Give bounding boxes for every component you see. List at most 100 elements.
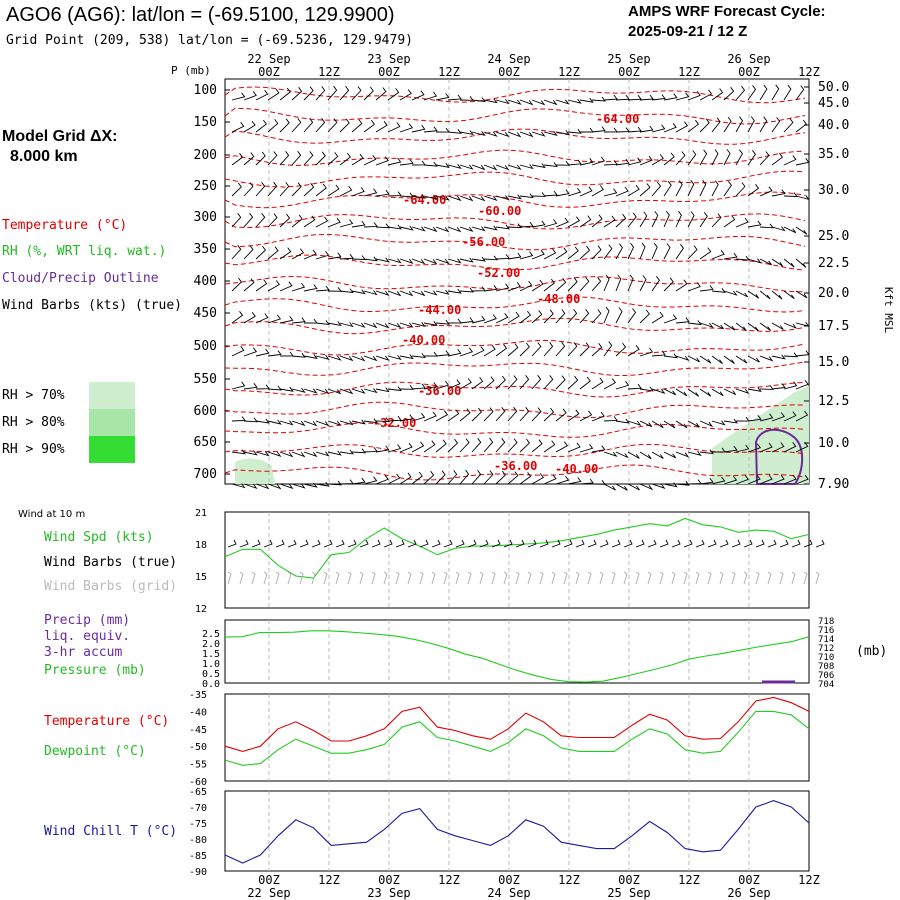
wind-barb	[687, 91, 701, 101]
top-time-label: 12Z	[318, 65, 340, 79]
wind-barb	[603, 483, 616, 491]
wind10-true-barb	[599, 539, 609, 548]
wind10-true-barb	[503, 539, 513, 548]
wind-barb	[363, 476, 378, 485]
wind-barb	[567, 442, 581, 453]
wind-barb	[495, 195, 510, 201]
wind-barb	[363, 447, 378, 453]
wind-barb	[579, 158, 594, 166]
wind-barb	[471, 470, 482, 485]
wind-barb	[651, 181, 662, 197]
wind-barb	[747, 258, 762, 264]
wind-barb	[759, 413, 774, 422]
wind-barb	[603, 94, 618, 101]
wind-barb	[375, 475, 389, 485]
wind-barb	[699, 212, 708, 228]
wind-barb	[315, 320, 330, 325]
wind10-grid-barb	[671, 571, 676, 585]
wind-barb	[483, 255, 498, 261]
wind-barb	[267, 314, 282, 324]
wind-barb	[351, 289, 366, 295]
wind-barb	[495, 344, 508, 357]
wind-barb	[615, 381, 630, 390]
wind-barb	[291, 182, 302, 197]
wind10-grid-barb	[707, 571, 712, 585]
pressure-right-tick: 706	[818, 671, 834, 681]
wind-barb	[411, 441, 425, 453]
wind-barb	[567, 128, 582, 134]
wind-barb	[591, 309, 602, 324]
wind-barb	[279, 386, 294, 392]
wind-barb	[279, 420, 294, 426]
wind-barb	[771, 412, 785, 422]
wind-barb	[267, 385, 282, 391]
height-tick-label: 50.0	[818, 80, 849, 95]
isotherm-line	[224, 401, 806, 419]
isotherm-line	[224, 107, 806, 125]
wind-barb	[423, 194, 438, 200]
wind-barb	[231, 346, 245, 357]
wind-barb	[279, 281, 293, 292]
wind-barb	[231, 153, 244, 166]
wind-barb	[495, 164, 510, 171]
wind10-true-barb	[239, 539, 249, 548]
height-axis-label: Kft MSL	[882, 287, 895, 334]
wind-barb	[747, 220, 762, 228]
wind-barb	[339, 479, 354, 485]
wind-barb	[339, 449, 354, 455]
wind-barb	[759, 290, 771, 300]
temp-panel-frame	[224, 693, 810, 782]
wind-barb	[375, 87, 387, 101]
wind10-true-barb	[791, 539, 801, 548]
wind-barb	[591, 377, 604, 390]
wind10-true-barb	[275, 539, 285, 548]
wind-barb	[603, 341, 613, 357]
wind-barb	[303, 388, 318, 394]
wind-barb	[291, 317, 306, 324]
wind-barb	[351, 119, 363, 133]
bottom-time-label: 12Z	[558, 873, 580, 887]
wind-barb	[351, 388, 366, 394]
wind-barb	[687, 320, 702, 326]
wind-barb	[375, 121, 388, 133]
wind-barb	[351, 477, 366, 485]
wind-barb	[255, 451, 270, 457]
wind-barb	[627, 451, 640, 459]
wind10-true-barb	[683, 539, 693, 548]
wind10-true-barb	[455, 539, 465, 548]
wind-barb	[363, 322, 378, 329]
isotherm-line	[224, 233, 806, 251]
wind10-grid-barb	[431, 571, 436, 585]
precip-tick-label: 0.5	[202, 669, 220, 680]
top-time-label: 12Z	[558, 65, 580, 79]
wind-barb	[735, 444, 750, 453]
legend-rh: RH (%, WRT liq. wat.)	[2, 244, 167, 259]
wind-barb	[675, 451, 690, 458]
wind-barb	[327, 287, 342, 292]
isotherm-label: -36.00	[494, 459, 537, 473]
wind-barb	[543, 474, 557, 485]
isotherm-line	[224, 128, 806, 145]
height-tick-label: 17.5	[818, 319, 849, 334]
isotherm-label: -60.00	[478, 204, 521, 218]
wind-barb	[411, 90, 425, 101]
top-date-label: 23 Sep	[367, 52, 410, 66]
top-time-label: 12Z	[798, 65, 820, 79]
legend-wind-barbs: Wind Barbs (kts) (true)	[2, 298, 183, 313]
wind-barb	[795, 350, 810, 357]
wind-barb	[411, 353, 426, 358]
wind10-true-barb	[803, 539, 813, 548]
wind-barb	[507, 99, 522, 105]
wind-barb	[591, 156, 606, 166]
wind-barb	[699, 477, 714, 485]
wind10-grid-barb	[731, 571, 736, 585]
top-time-label: 00Z	[618, 65, 640, 79]
wind-barb	[615, 213, 627, 228]
wind-barb	[783, 155, 797, 166]
wind-barb	[543, 342, 554, 357]
wind-barb	[267, 213, 278, 228]
wind-barb	[687, 211, 695, 228]
wind-barb	[795, 474, 809, 485]
wind10-true-barb	[467, 539, 477, 548]
wind-barb	[735, 149, 743, 166]
